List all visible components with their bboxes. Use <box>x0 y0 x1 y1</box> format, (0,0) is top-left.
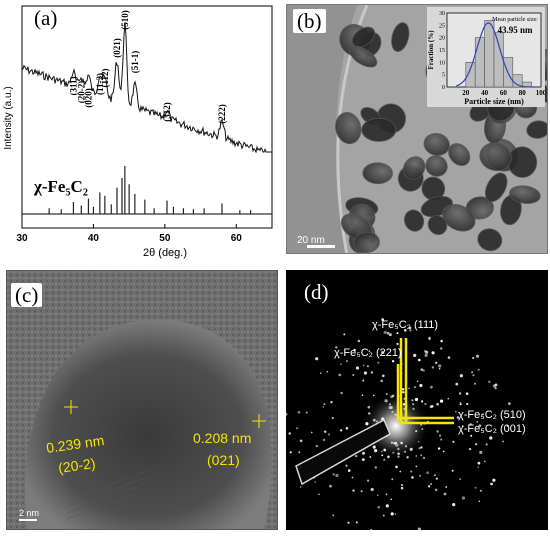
hist-y-tick: 25 <box>439 23 445 29</box>
hist-x-tick: 20 <box>462 89 470 97</box>
peak-label: (311) <box>68 76 78 95</box>
tem-panel: 20 nm 20 40 60 80 100 0 5 10 15 20 25 30 Particle … <box>286 4 548 254</box>
nanoparticle <box>484 172 508 203</box>
hrtem-panel: 0.239 nm (20-2) 0.208 nm (021) 2 nm (c) <box>6 270 278 530</box>
hist-y-tick: 0 <box>442 85 445 91</box>
beam-stop <box>295 418 391 486</box>
xrd-frame <box>21 5 273 229</box>
peak-label: (021) <box>112 38 122 58</box>
nanoparticle <box>361 117 397 142</box>
hrtem-image: 0.239 nm (20-2) 0.208 nm (021) 2 nm <box>7 271 277 529</box>
peak-label: (020) <box>83 88 93 108</box>
scale-bar-b <box>307 245 335 248</box>
peak-label: (20-2) <box>76 81 86 104</box>
nanoparticle <box>427 215 448 236</box>
nanoparticle <box>335 112 362 145</box>
size-histogram: 20 40 60 80 100 0 5 10 15 20 25 30 Particle size (… <box>427 7 545 107</box>
nanoparticle <box>362 162 393 185</box>
x-ticks: 30 40 50 60 <box>16 224 242 244</box>
histogram-bar <box>474 37 485 88</box>
saed-image: χ-Fe₅C₂ (111) χ-Fe₅C₂ (221) χ-Fe₅C₂ (510… <box>286 270 548 530</box>
peak-labels: (311)(20-2)(020)(11-2)(112)(021) (510) (51… <box>68 10 227 123</box>
xrd-panel: (311) (20-2) (020) (11-2) (112) (021) (510) (51… <box>0 0 280 262</box>
xrd-xlabel: 2θ (deg.) <box>143 247 187 259</box>
peak-label: (11-2) <box>95 73 105 95</box>
hist-xlabel: Particle size (nm) <box>464 97 524 106</box>
gaussian-fit <box>456 22 536 88</box>
peak-label: (312) <box>162 102 172 122</box>
nanoparticle <box>479 142 512 172</box>
x-tick-label: 60 <box>231 233 243 244</box>
panel-a-label: (a) <box>34 6 58 30</box>
panel-d-label: (d) <box>304 280 329 304</box>
reference-lines <box>48 166 252 214</box>
nanoparticle <box>349 45 378 68</box>
nanoparticle <box>509 185 541 204</box>
hist-y-tick: 20 <box>439 36 445 42</box>
nanoparticle <box>526 120 547 139</box>
hist-title: Mean particle size: <box>492 17 538 23</box>
ring3-label: χ-Fe₅C₂ (510) <box>458 409 526 421</box>
ring2-label: χ-Fe₅C₂ (221) <box>334 347 402 359</box>
hist-x-tick: 100 <box>536 89 545 97</box>
xrd-ylabel: Intensity (a.u.) <box>3 86 14 149</box>
nanoparticle <box>402 156 426 180</box>
nanoparticle <box>448 143 471 166</box>
nanoparticle <box>404 209 425 232</box>
nanoparticle <box>353 231 380 253</box>
scale-bar-c <box>19 519 37 521</box>
panel-c-label: (c) <box>11 283 43 307</box>
panel-b-label: (b) <box>293 9 326 33</box>
ring4-label: χ-Fe₅C₂ (001) <box>458 423 526 435</box>
spacing2-label: 0.208 nm <box>193 430 251 446</box>
peak-label: (510) <box>120 10 130 30</box>
histogram-bar <box>493 32 504 88</box>
hist-x-tick: 80 <box>519 89 527 97</box>
plane1-label: (20-2) <box>57 455 96 476</box>
nanoparticle <box>425 155 448 177</box>
nanoparticle <box>351 26 376 48</box>
nanoparticle <box>423 133 450 156</box>
hist-y-tick: 5 <box>442 73 445 79</box>
nanoparticle <box>477 228 503 252</box>
hist-x-tick: 60 <box>500 89 508 97</box>
xrd-trace <box>21 22 272 154</box>
hist-y-tick: 30 <box>439 11 445 17</box>
scale-bar-c-label: 2 nm <box>19 508 39 518</box>
hist-y-tick: 10 <box>439 60 445 66</box>
x-tick-label: 40 <box>88 233 100 244</box>
hist-x-tick: 40 <box>481 89 489 97</box>
peak-label: (112) <box>100 68 110 87</box>
nanoparticle <box>441 204 476 232</box>
hist-ylabel: Fraction (%) <box>427 30 435 70</box>
diffraction-spots <box>286 318 511 530</box>
hist-mean-value: 43.95 nm <box>497 25 533 35</box>
scale-bar-b-label: 20 nm <box>297 235 325 246</box>
x-tick-label: 30 <box>16 233 28 244</box>
nanoparticle <box>391 22 410 52</box>
hist-y-tick: 15 <box>439 48 445 54</box>
peak-label: (222) <box>217 104 227 124</box>
phase-label: χ-Fe₅C₂ <box>33 177 88 196</box>
ring1-label: χ-Fe₅C₂ (111) <box>372 319 438 331</box>
plane2-label: (021) <box>207 452 240 468</box>
peak-label: (51-1) <box>130 51 140 74</box>
xrd-chart: (311)(20-2)(020)(11-2)(112)(021) (510) (51… <box>3 5 273 259</box>
saed-panel: χ-Fe₅C₂ (111) χ-Fe₅C₂ (221) χ-Fe₅C₂ (510… <box>286 270 548 530</box>
histogram-bar <box>484 20 495 88</box>
x-tick-label: 50 <box>159 233 171 244</box>
ring-markers <box>396 338 454 425</box>
